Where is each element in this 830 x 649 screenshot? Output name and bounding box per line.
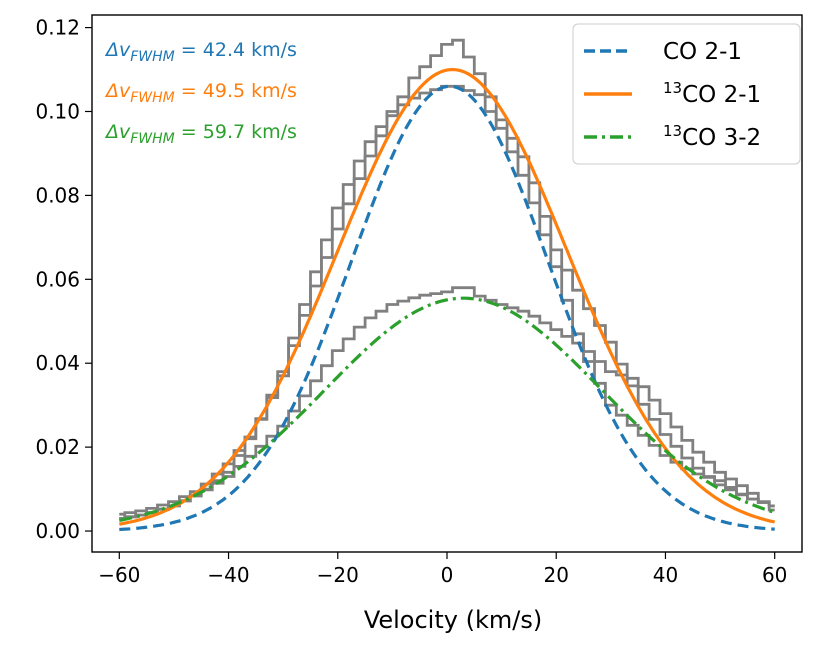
- annotation-value: = 42.4 km/s: [175, 39, 297, 61]
- legend-superscript: 13: [663, 122, 682, 140]
- x-tick-label: −60: [98, 563, 140, 587]
- x-tick-label: 20: [544, 563, 569, 587]
- legend-label-2: 13CO 2-1: [663, 79, 761, 108]
- fwhm-annotation-2: ΔvFWHM = 49.5 km/s: [104, 80, 297, 106]
- y-tick-label: 0.08: [35, 183, 80, 207]
- spectrum-step-line-3: [119, 286, 775, 520]
- y-tick-label: 0.10: [35, 99, 80, 123]
- annotation-value: = 59.7 km/s: [175, 121, 297, 143]
- annotation-prefix: Δv: [104, 121, 131, 143]
- legend-label-3: 13CO 3-2: [663, 122, 761, 151]
- x-tick-label: 0: [441, 563, 454, 587]
- y-axis-ticks: 0.00 0.02 0.04 0.06 0.08 0.10 0.12: [35, 16, 92, 543]
- y-tick-label: 0.02: [35, 435, 80, 459]
- fit-line-3: [119, 296, 776, 522]
- legend-box: [572, 23, 801, 165]
- legend-main-text: CO 3-2: [682, 125, 761, 151]
- annotation-prefix: Δv: [104, 80, 131, 102]
- x-tick-label: −20: [317, 563, 359, 587]
- fit-line-1: [119, 84, 775, 532]
- y-tick-label: 0.04: [35, 351, 80, 375]
- fwhm-annotation-1: ΔvFWHM = 42.4 km/s: [104, 39, 297, 65]
- x-tick-label: −40: [207, 563, 249, 587]
- legend-main-text: CO 2-1: [663, 39, 742, 65]
- y-tick-label: 0.06: [35, 267, 80, 291]
- annotation-value: = 49.5 km/s: [175, 80, 297, 102]
- x-tick-label: 60: [762, 563, 787, 587]
- y-tick-label: 0.00: [35, 519, 80, 543]
- legend-label-1: CO 2-1: [663, 39, 742, 65]
- gaussian-fits: [119, 67, 776, 532]
- legend-main-text: CO 2-1: [682, 82, 761, 108]
- annotation-subscript: FWHM: [130, 131, 175, 147]
- annotation-prefix: Δv: [104, 39, 131, 61]
- fwhm-annotation-3: ΔvFWHM = 59.7 km/s: [104, 121, 297, 147]
- annotation-subscript: FWHM: [130, 49, 175, 65]
- annotation-subscript: FWHM: [130, 90, 175, 106]
- x-axis-title: Velocity (km/s): [364, 606, 542, 634]
- fit-line-2: [119, 67, 776, 526]
- x-axis-ticks: −60 −40 −20 0 20 40 60: [98, 552, 787, 587]
- legend-superscript: 13: [663, 79, 682, 97]
- y-tick-label: 0.12: [35, 16, 80, 40]
- x-tick-label: 40: [653, 563, 678, 587]
